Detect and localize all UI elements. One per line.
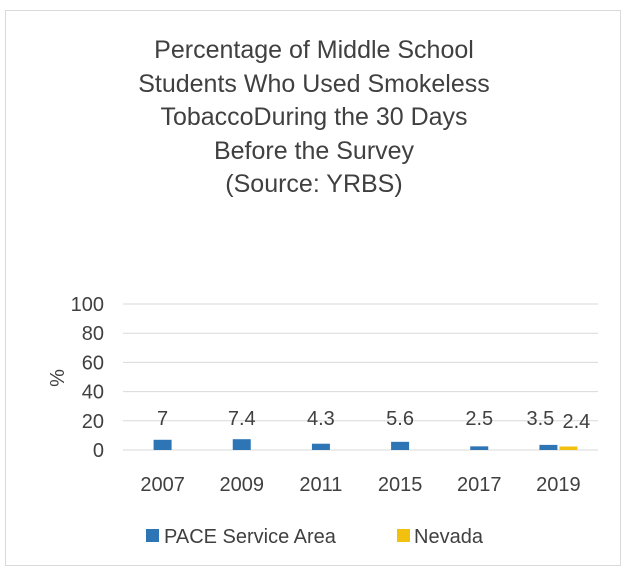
bar: [232, 439, 251, 450]
bar: [559, 446, 578, 450]
chart-title-line-1: Percentage of Middle School: [154, 36, 474, 64]
chart-title-line-3: TobaccoDuring the 30 Days: [160, 103, 468, 131]
bars: [153, 439, 578, 450]
y-axis-label: %: [47, 369, 69, 387]
chart-frame: [5, 10, 621, 566]
chart-title-line-2: Students Who Used Smokeless: [138, 69, 490, 98]
data-label: 4.3: [307, 408, 335, 430]
x-tick-label: 2019: [536, 474, 581, 496]
data-label: 7: [157, 408, 168, 430]
data-label: 5.6: [386, 408, 414, 430]
data-label: 2.5: [465, 408, 493, 430]
y-axis-ticks: 0 20 40 60 80 100: [71, 294, 104, 462]
data-labels: 7 7.4 4.3 5.6 2.5 3.5 2.4: [157, 408, 590, 433]
x-tick-label: 2007: [140, 474, 185, 496]
data-label: 7.4: [228, 408, 256, 430]
data-label: 2.4: [563, 411, 591, 433]
legend-label: Nevada: [414, 526, 484, 548]
y-tick-label: 60: [82, 352, 104, 374]
chart-title-line-4: Before the Survey: [213, 136, 415, 165]
y-tick-label: 0: [93, 440, 104, 462]
x-tick-label: 2009: [220, 474, 265, 496]
x-axis-ticks: 2007 2009 2011 2015 2017 2019: [140, 474, 580, 496]
bar: [391, 441, 410, 450]
x-tick-label: 2017: [457, 474, 502, 496]
bar: [153, 439, 172, 450]
x-tick-label: 2011: [299, 474, 342, 496]
legend-swatch: [146, 529, 159, 542]
y-tick-label: 20: [82, 411, 104, 433]
legend-swatch: [397, 529, 410, 542]
chart-title-line-5: (Source: YRBS): [225, 170, 403, 198]
legend-label: PACE Service Area: [164, 526, 337, 548]
y-tick-label: 100: [71, 294, 104, 316]
chart-title: Percentage of Middle School Students Who…: [40, 34, 588, 202]
x-tick-label: 2015: [378, 474, 423, 496]
gridlines: [123, 303, 598, 451]
legend: PACE Service Area Nevada: [146, 526, 484, 548]
bar: [470, 446, 489, 450]
y-tick-label: 80: [82, 323, 104, 345]
bar: [311, 443, 330, 450]
data-label: 3.5: [527, 408, 555, 430]
bar: [539, 444, 558, 450]
y-tick-label: 40: [82, 382, 104, 404]
